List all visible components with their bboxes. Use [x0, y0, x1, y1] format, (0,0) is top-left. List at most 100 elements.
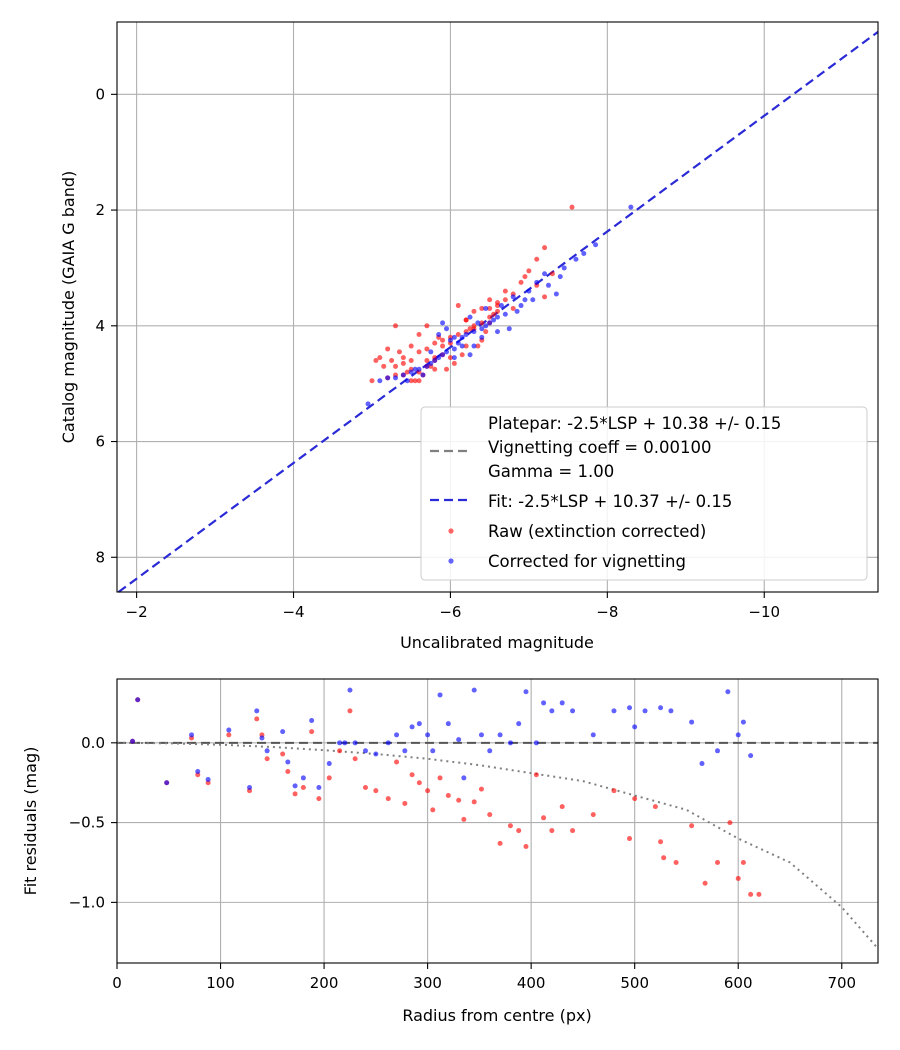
raw-residual-point: [507, 823, 513, 829]
raw-residual-point: [523, 844, 529, 850]
fit-line: [117, 30, 879, 593]
corrected-residual-point: [195, 769, 201, 775]
corrected-residual-point: [416, 721, 422, 727]
corrected-point: [561, 265, 567, 271]
legend-raw-swatch: [448, 528, 454, 534]
top-chart: −2 −4 −6 −8 −10 0 2 4 6 8 Uncalibrated magnitude…: [59, 21, 879, 652]
corrected-point: [459, 334, 465, 340]
raw-point: [416, 349, 422, 355]
raw-point: [471, 323, 477, 329]
corrected-point: [530, 297, 536, 303]
corrected-residual-point: [533, 740, 539, 746]
raw-point: [377, 355, 383, 361]
top-y-axis-label: Catalog magnitude (GAIA G band): [59, 171, 78, 443]
corrected-residual-point: [689, 719, 695, 725]
corrected-residual-point: [164, 780, 170, 786]
corrected-point: [495, 329, 500, 335]
corrected-residual-point: [347, 687, 353, 693]
x-tick-label: 200: [310, 974, 339, 992]
raw-residual-point: [425, 788, 431, 794]
raw-residual-point: [727, 820, 733, 826]
raw-residual-point: [445, 792, 451, 798]
corrected-point: [432, 358, 438, 364]
raw-residual-point: [740, 859, 746, 865]
raw-point: [471, 308, 477, 314]
raw-point: [444, 366, 450, 372]
raw-point: [408, 343, 414, 349]
raw-residual-point: [456, 797, 462, 803]
corrected-point: [467, 352, 473, 358]
raw-point: [381, 363, 387, 369]
raw-point: [389, 358, 395, 364]
y-tick-label: 0: [95, 85, 105, 103]
raw-residual-point: [385, 796, 391, 802]
corrected-residual-point: [735, 732, 741, 738]
corrected-point: [534, 279, 540, 285]
raw-point: [549, 271, 555, 277]
raw-point: [416, 378, 422, 384]
corrected-point: [483, 305, 489, 311]
x-tick-label: −4: [282, 603, 304, 621]
raw-point: [526, 268, 532, 274]
raw-point: [569, 204, 575, 210]
raw-point: [424, 346, 430, 352]
corrected-residual-point: [668, 708, 674, 714]
raw-point: [502, 297, 508, 303]
corrected-point: [451, 346, 457, 352]
bottom-y-ticks: 0.0 −0.5 −1.0: [69, 734, 117, 911]
raw-residual-point: [533, 772, 539, 778]
raw-residual-point: [280, 751, 286, 757]
raw-point: [495, 308, 500, 314]
corrected-residual-point: [658, 705, 664, 711]
x-tick-label: −8: [596, 603, 618, 621]
raw-residual-point: [627, 836, 633, 842]
corrected-residual-point: [549, 708, 555, 714]
top-raw-points: [369, 204, 575, 384]
corrected-residual-point: [516, 721, 522, 727]
legend-platepar: Platepar: -2.5*LSP + 10.38 +/- 0.15: [488, 414, 781, 433]
corrected-residual-point: [402, 748, 408, 754]
raw-point: [447, 355, 453, 361]
bottom-raw-points: [130, 697, 762, 897]
corrected-residual-point: [715, 748, 721, 754]
corrected-residual-point: [316, 784, 322, 790]
corrected-residual-point: [300, 775, 306, 781]
corrected-point: [542, 271, 548, 277]
corrected-residual-point: [699, 761, 705, 767]
raw-point: [369, 378, 375, 384]
corrected-residual-point: [362, 748, 368, 754]
raw-point: [463, 317, 469, 323]
corrected-residual-point: [541, 700, 547, 706]
corrected-residual-point: [285, 759, 291, 765]
raw-point: [400, 355, 406, 361]
corrected-residual-point: [445, 721, 451, 727]
raw-point: [479, 320, 485, 326]
raw-point: [455, 331, 461, 337]
legend-raw: Raw (extinction corrected): [488, 522, 706, 541]
corrected-point: [514, 308, 520, 314]
bottom-y-axis-label: Fit residuals (mag): [21, 747, 40, 896]
corrected-residual-point: [611, 708, 617, 714]
corrected-residual-point: [632, 724, 638, 730]
corrected-point: [416, 366, 422, 372]
raw-residual-point: [611, 788, 617, 794]
raw-residual-point: [652, 804, 658, 810]
raw-point: [412, 378, 418, 384]
raw-residual-point: [326, 775, 332, 781]
y-tick-label: 0.0: [81, 734, 105, 752]
corrected-point: [479, 334, 485, 340]
legend-gamma: Gamma = 1.00: [488, 462, 614, 481]
raw-residual-point: [735, 875, 741, 881]
corrected-residual-point: [461, 775, 467, 781]
raw-residual-point: [673, 859, 679, 865]
raw-residual-point: [559, 804, 565, 810]
bottom-grid: [116, 679, 878, 963]
corrected-point: [451, 355, 457, 361]
raw-residual-point: [689, 823, 695, 829]
raw-residual-point: [661, 855, 667, 861]
raw-residual-point: [409, 772, 415, 778]
x-tick-label: 700: [827, 974, 856, 992]
corrected-residual-point: [627, 705, 633, 711]
corrected-point: [581, 250, 587, 256]
raw-point: [475, 343, 481, 349]
